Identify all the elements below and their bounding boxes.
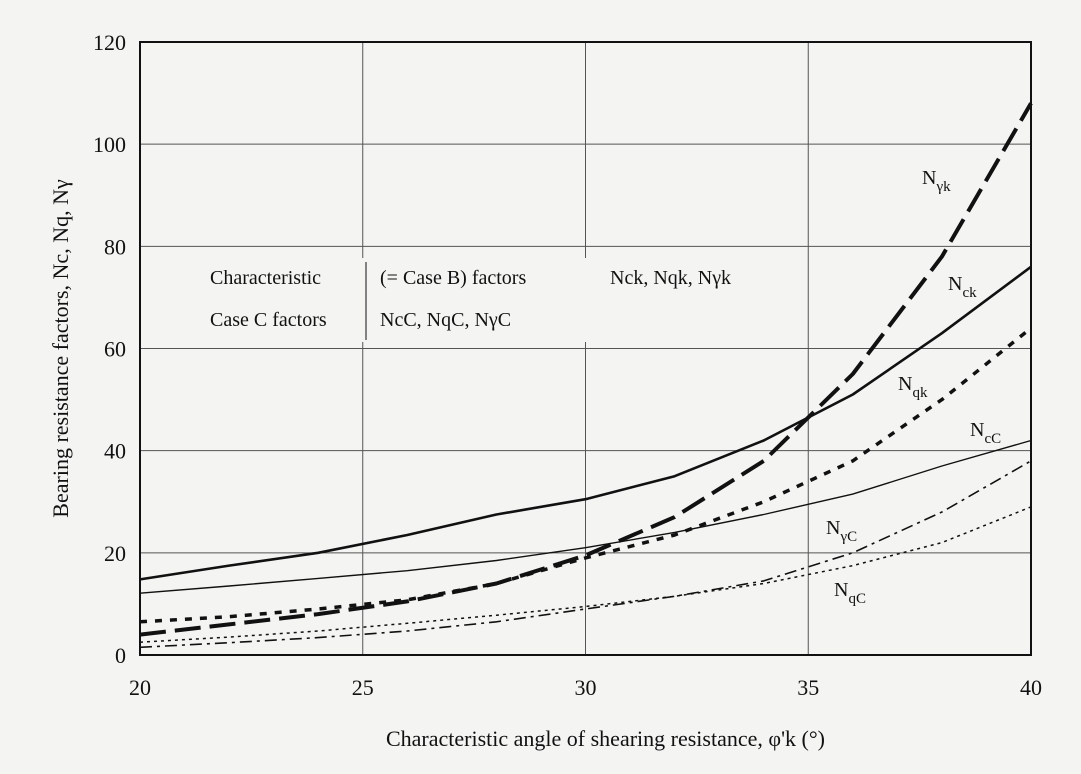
series-line-0 — [139, 102, 1033, 637]
curve-labels: Nγk Nck Nqk NcC NγC NqC — [826, 167, 1001, 607]
y-axis-title: Bearing resistance factors, Nc, Nq, Nγ — [48, 179, 73, 518]
legend-background — [200, 258, 765, 342]
legend-characteristic-symbols: Nck, Nqk, Nγk — [610, 267, 731, 289]
series-line-1 — [139, 265, 1032, 581]
x-tick-label: 25 — [352, 675, 374, 700]
x-tick-label: 35 — [797, 675, 819, 700]
series-line-4 — [139, 460, 1032, 649]
curve-label-4: NγC — [826, 517, 857, 545]
curve-label-5: NqC — [834, 579, 866, 607]
legend-box: Characteristic (= Case B) factors Nck, N… — [200, 258, 765, 342]
legend-case-c-symbols: NcC, NqC, NγC — [380, 309, 511, 331]
x-tick-label: 30 — [575, 675, 597, 700]
y-tick-label: 120 — [93, 30, 126, 55]
curve-label-0: Nγk — [922, 167, 951, 195]
y-tick-label: 60 — [104, 337, 126, 362]
x-tick-label: 40 — [1020, 675, 1042, 700]
series-line-3 — [139, 439, 1032, 594]
legend-case-b-note: (= Case B) factors — [380, 267, 526, 289]
series-lines — [139, 102, 1033, 649]
y-tick-label: 20 — [104, 541, 126, 566]
series-line-5 — [139, 506, 1032, 643]
x-axis-title: Characteristic angle of shearing resista… — [386, 726, 825, 751]
legend-case-c-label: Case C factors — [210, 309, 327, 331]
curve-label-2: Nqk — [898, 373, 928, 401]
y-tick-label: 40 — [104, 439, 126, 464]
curve-label-1: Nck — [948, 273, 977, 301]
series-line-2 — [139, 326, 1033, 624]
legend-characteristic-label: Characteristic — [210, 267, 321, 289]
curve-label-3: NcC — [970, 419, 1001, 447]
y-tick-label: 80 — [104, 234, 126, 259]
plot-frame — [139, 41, 1032, 656]
y-tick-label: 100 — [93, 132, 126, 157]
grid — [139, 41, 1032, 656]
x-tick-label: 20 — [129, 675, 151, 700]
y-tick-label: 0 — [115, 643, 126, 668]
